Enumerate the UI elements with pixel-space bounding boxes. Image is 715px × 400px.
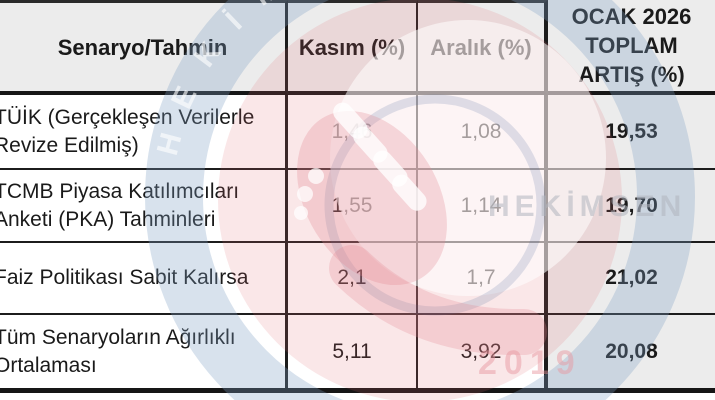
table-row: Faiz Politikası Sabit Kalırsa 2,1 1,7 21… [0, 243, 715, 315]
row-label-cell: TÜİK (Gerçekleşen Verilerle Revize Edilm… [0, 95, 288, 170]
row-label: Tüm Senaryoların Ağırlıklı Ortalaması [0, 325, 236, 377]
toplam-value-cell: 19,70 [548, 170, 715, 243]
toplam-value-cell: 20,08 [548, 315, 715, 388]
row-label-cell: Faiz Politikası Sabit Kalırsa [0, 243, 288, 315]
kasim-value-cell: 1,46 [288, 95, 418, 170]
table-row: TCMB Piyasa Katılımcıları Anketi (PKA) T… [0, 170, 715, 243]
toplam-value-cell: 21,02 [548, 243, 715, 315]
kasim-value-cell: 2,1 [288, 243, 418, 315]
kasim-value-cell: 1,55 [288, 170, 418, 243]
header-ocak-2026-toplam-artis: OCAK 2026 TOPLAM ARTIŞ (%) [548, 0, 715, 95]
table-row: TÜİK (Gerçekleşen Verilerle Revize Edilm… [0, 95, 715, 170]
kasim-value-cell: 5,11 [288, 315, 418, 388]
aralik-value-cell: 3,92 [418, 315, 548, 388]
header-kasim: Kasım (%) [288, 0, 418, 95]
aralik-value-cell: 1,14 [418, 170, 548, 243]
header-senaryo-tahmin: Senaryo/Tahmin [0, 0, 288, 95]
row-label-cell: Tüm Senaryoların Ağırlıklı Ortalaması [0, 315, 288, 388]
table-header-row: Senaryo/Tahmin Kasım (%) Aralık (%) OCAK… [0, 0, 715, 95]
row-label: TCMB Piyasa Katılımcıları Anketi (PKA) T… [0, 179, 240, 231]
toplam-value-cell: 19,53 [548, 95, 715, 170]
row-label-cell: TCMB Piyasa Katılımcıları Anketi (PKA) T… [0, 170, 288, 243]
row-label: TÜİK (Gerçekleşen Verilerle Revize Edilm… [0, 105, 255, 157]
row-label: Faiz Politikası Sabit Kalırsa [0, 266, 249, 289]
header-aralik: Aralık (%) [418, 0, 548, 95]
table-row: Tüm Senaryoların Ağırlıklı Ortalaması 5,… [0, 315, 715, 388]
aralik-value-cell: 1,7 [418, 243, 548, 315]
aralik-value-cell: 1,08 [418, 95, 548, 170]
